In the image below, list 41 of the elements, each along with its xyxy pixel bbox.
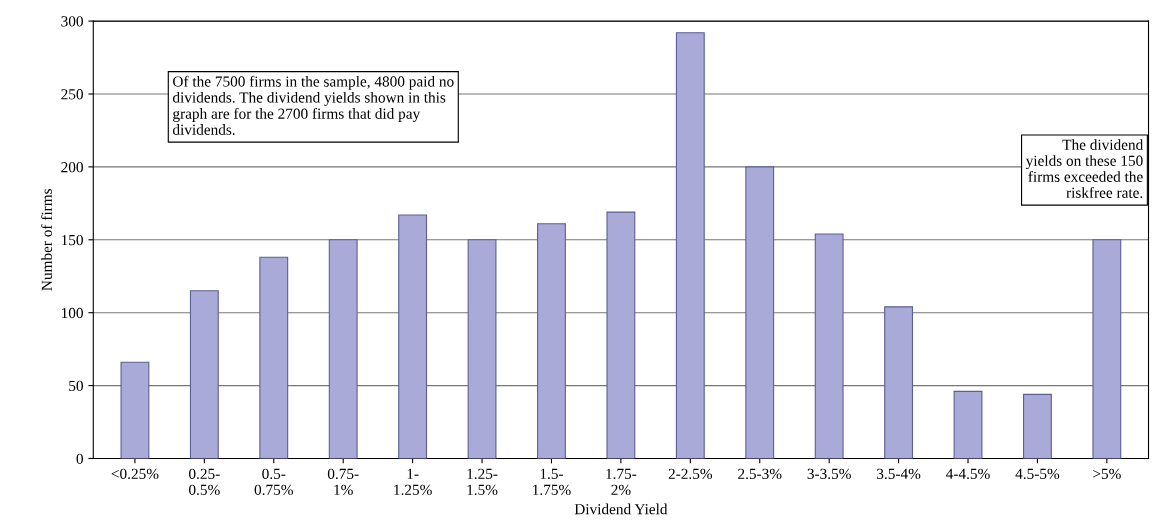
bar: [675, 32, 705, 459]
bar: [814, 233, 844, 459]
bar: [259, 256, 289, 459]
x-axis-title: Dividend Yield: [574, 503, 668, 515]
bar: [467, 239, 497, 459]
x-tick-label: 2.5-3%: [738, 468, 782, 480]
y-tick-label: 250: [61, 89, 83, 100]
bar: [328, 239, 358, 459]
x-tick-label: 1.75- 2%: [606, 468, 637, 495]
x-tick-label: 1.25- 1.5%: [467, 468, 498, 496]
y-tick-label: 150: [61, 234, 83, 246]
annotation: Of the 7500 firms in the sample, 4800 paid no dividends. The dividend yields shown in this graph are for the 2700 firms that did pay dividends.: [172, 75, 454, 135]
x-tick-label: 3.5-4%: [877, 468, 921, 480]
x-tick-label: 3-3.5%: [807, 468, 851, 480]
bar: [884, 306, 914, 459]
y-tick-label: 300: [61, 16, 83, 27]
y-axis-title: Number of firms: [41, 189, 52, 291]
y-tick-label: 100: [61, 307, 83, 319]
x-tick-label: <0.25%: [111, 468, 159, 480]
y-tick-label: 0: [76, 453, 83, 464]
bar: [398, 214, 428, 459]
x-tick-label: 0.75- 1%: [327, 468, 359, 495]
bar: [1022, 393, 1052, 459]
bar: [1092, 239, 1122, 459]
x-tick-label: 0.5- 0.75%: [254, 468, 293, 496]
bar: [745, 166, 775, 459]
annotation: The dividend yields on these 150 firms exceeded the riskfree rate.: [1025, 139, 1144, 198]
x-tick-label: 1.5- 1.75%: [533, 468, 571, 496]
bar: [606, 211, 636, 459]
x-tick-label: 4.5-5%: [1015, 468, 1060, 480]
bar: [537, 223, 566, 459]
bar: [120, 361, 150, 459]
x-tick-label: >5%: [1093, 468, 1121, 480]
x-tick-label: 0.25- 0.5%: [189, 468, 220, 496]
bar: [189, 290, 219, 459]
y-tick-label: 50: [69, 380, 83, 392]
x-tick-label: 4-4.5%: [946, 468, 990, 480]
y-tick-label: 200: [61, 162, 83, 173]
x-tick-label: 1- 1.25%: [394, 468, 432, 496]
bar: [953, 390, 983, 459]
x-tick-label: 2-2.5%: [668, 468, 713, 480]
